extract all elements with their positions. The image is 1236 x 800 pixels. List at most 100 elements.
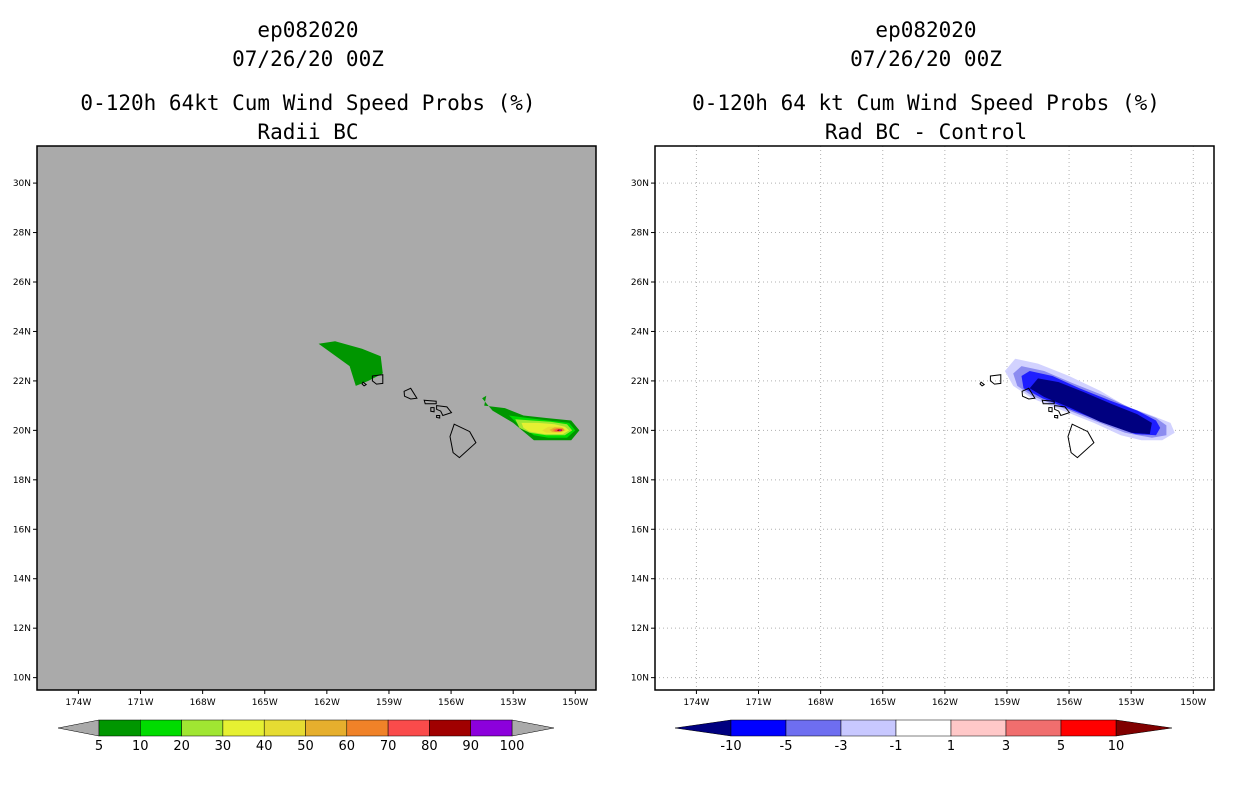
y-tick-label: 20N — [13, 426, 31, 436]
y-tick-label: 22N — [13, 377, 31, 387]
x-tick-label: 174W — [65, 698, 91, 708]
coastline — [361, 381, 368, 387]
coastline — [1054, 415, 1059, 419]
contour-region-neg10 — [1029, 378, 1152, 435]
contour-region-90 — [558, 429, 562, 431]
x-tick-label: 153W — [500, 698, 526, 708]
y-tick-label: 14N — [631, 575, 649, 585]
coastline — [1041, 399, 1055, 405]
colorbar-label: 100 — [500, 739, 525, 754]
colorbar-swatch — [387, 719, 430, 737]
colorbar-swatch — [730, 719, 787, 737]
colorbar-swatch — [470, 719, 513, 737]
x-tick-label: 159W — [376, 698, 402, 708]
y-tick-label: 20N — [631, 426, 649, 436]
y-tick-label: 22N — [631, 377, 649, 387]
colorbar-label: 80 — [421, 739, 438, 754]
y-tick-label: 16N — [631, 525, 649, 535]
x-tick-label: 171W — [745, 698, 771, 708]
coastline — [1048, 407, 1053, 413]
colorbar-left-arrow — [57, 719, 100, 737]
y-tick-label: 10N — [631, 674, 649, 684]
colorbar-swatch — [785, 719, 842, 737]
y-tick-label: 14N — [13, 575, 31, 585]
left-map-panel: 174W 171W 168W 165W 162W 159W 156W 153W 150W 10N 1… — [13, 145, 597, 708]
colorbar-swatch — [1005, 719, 1062, 737]
coastline — [423, 399, 437, 405]
coastline — [436, 405, 453, 417]
colorbar-label: -5 — [780, 739, 793, 754]
y-tick-label: 28N — [631, 229, 649, 239]
colorbar-label: 1 — [947, 739, 955, 754]
x-tick-label: 150W — [1180, 698, 1206, 708]
y-tick-label: 26N — [631, 278, 649, 288]
right-map-panel: 174W 171W 168W 165W 162W 159W 156W 153W 150W 10N 1… — [631, 145, 1215, 708]
y-tick-label: 12N — [13, 624, 31, 634]
coastline — [979, 381, 986, 387]
left-chart-title: 0-120h 64kt Cum Wind Speed Probs (%) — [80, 91, 536, 115]
right-chart-subtitle: Rad BC - Control — [824, 120, 1028, 144]
colorbar-label: -3 — [835, 739, 848, 754]
plot-background — [37, 146, 596, 690]
x-tick-label: 168W — [808, 698, 834, 708]
colorbar-label: 5 — [1057, 739, 1065, 754]
x-tick-label: 174W — [683, 698, 709, 708]
coastline — [371, 374, 384, 385]
colorbar-label: 50 — [297, 739, 314, 754]
coastline — [403, 387, 418, 400]
colorbar-label: 10 — [1108, 739, 1125, 754]
right-colorbar: -10 -5 -3 -1 1 3 5 10 — [674, 719, 1173, 754]
right-chart-title: 0-120h 64 kt Cum Wind Speed Probs (%) — [692, 91, 1160, 115]
colorbar-swatch — [222, 719, 265, 737]
plot-area — [655, 146, 1214, 690]
x-tick-label: 162W — [932, 698, 958, 708]
colorbar-swatch — [1060, 719, 1117, 737]
coastline — [1054, 405, 1071, 417]
colorbar-left-arrow — [674, 719, 732, 737]
y-tick-label: 30N — [13, 179, 31, 189]
colorbar-swatch — [840, 719, 897, 737]
colorbar-right-arrow — [1115, 719, 1173, 737]
plot-frame — [654, 145, 1215, 691]
colorbar-swatch — [98, 719, 141, 737]
x-tick-label: 156W — [438, 698, 464, 708]
left-chart-subtitle: Radii BC — [257, 120, 359, 144]
colorbar-swatch — [140, 719, 182, 737]
left-colorbar: 5 10 20 30 40 50 60 70 80 90 100 — [57, 719, 555, 754]
y-tick-label: 10N — [13, 674, 31, 684]
colorbar-label: 30 — [215, 739, 232, 754]
colorbar-swatch — [346, 719, 389, 737]
colorbar-swatch — [429, 719, 471, 737]
right-storm-id: ep082020 — [875, 18, 977, 42]
left-datetime: 07/26/20 00Z — [232, 47, 384, 71]
coastline — [436, 415, 441, 419]
left-storm-id: ep082020 — [257, 18, 359, 42]
contour-region-5 — [318, 341, 383, 386]
plot-frame — [36, 145, 597, 691]
colorbar-label: 20 — [173, 739, 190, 754]
y-tick-label: 26N — [13, 278, 31, 288]
x-tick-label: 150W — [562, 698, 588, 708]
coastline — [430, 407, 435, 413]
x-tick-label: 168W — [190, 698, 216, 708]
plot-area — [318, 341, 580, 459]
colorbar-swatch — [950, 719, 1007, 737]
y-tick-label: 24N — [13, 327, 31, 337]
y-tick-label: 16N — [13, 525, 31, 535]
y-tick-label: 18N — [13, 476, 31, 486]
y-tick-label: 12N — [631, 624, 649, 634]
y-tick-label: 30N — [631, 179, 649, 189]
colorbar-label: 10 — [132, 739, 149, 754]
x-tick-label: 156W — [1056, 698, 1082, 708]
coastline — [989, 374, 1002, 385]
colorbar-label: 90 — [462, 739, 479, 754]
colorbar-swatch — [305, 719, 348, 737]
right-datetime: 07/26/20 00Z — [850, 47, 1002, 71]
colorbar-label: -1 — [890, 739, 903, 754]
coastline — [1067, 423, 1095, 459]
coastline — [449, 423, 477, 459]
x-tick-label: 162W — [314, 698, 340, 708]
colorbar-right-arrow — [511, 719, 555, 737]
y-tick-label: 24N — [631, 327, 649, 337]
y-tick-label: 28N — [13, 229, 31, 239]
